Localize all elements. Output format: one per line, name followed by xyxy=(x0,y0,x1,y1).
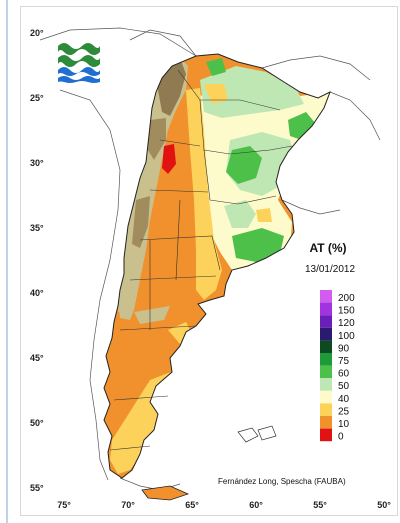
legend-swatch-5 xyxy=(320,353,332,366)
lon-label-3: 60° xyxy=(249,500,263,510)
lat-label-1: 25° xyxy=(30,93,44,103)
legend-swatch-8 xyxy=(320,390,332,404)
page-left-rule xyxy=(6,0,8,523)
tierra-del-fuego xyxy=(141,485,190,501)
legend-value-4: 90 xyxy=(338,343,350,354)
legend-value-1: 150 xyxy=(338,306,355,317)
province-borders xyxy=(109,69,293,451)
map-date: 13/01/2012 xyxy=(305,264,355,275)
lat-label-5: 45° xyxy=(30,353,44,363)
legend-value-0: 200 xyxy=(338,293,355,304)
legend-swatch-4 xyxy=(320,340,332,353)
lat-label-2: 30° xyxy=(30,158,44,168)
legend-value-9: 25 xyxy=(338,406,350,417)
lon-label-2: 65° xyxy=(185,500,199,510)
legend-value-7: 50 xyxy=(338,381,350,392)
lat-label-4: 40° xyxy=(30,288,44,298)
map-credit: Fernández Long, Spescha (FAUBA) xyxy=(218,477,346,486)
legend-value-8: 40 xyxy=(338,394,350,405)
neighbour-borders xyxy=(39,27,381,491)
lat-label-7: 55° xyxy=(30,483,44,493)
longitude-labels: 75° 70° 65° 60° 55° 50° xyxy=(57,500,391,510)
lon-label-5: 50° xyxy=(377,500,391,510)
legend-swatch-3 xyxy=(320,327,332,341)
legend-value-11: 0 xyxy=(338,432,344,443)
legend-swatch-9 xyxy=(320,403,332,416)
legend-swatch-7 xyxy=(320,378,332,391)
lat-label-6: 50° xyxy=(30,418,44,428)
legend-value-6: 60 xyxy=(338,369,350,380)
latitude-labels: 20° 25° 30° 35° 40° 45° 50° 55° xyxy=(30,28,44,493)
lon-label-0: 75° xyxy=(57,500,71,510)
legend-swatch-6 xyxy=(320,365,332,379)
islands xyxy=(237,425,277,443)
legend-value-5: 75 xyxy=(338,356,350,367)
legend-value-3: 100 xyxy=(338,331,355,342)
map-title: AT (%) xyxy=(309,241,346,255)
legend-value-10: 10 xyxy=(338,419,350,430)
lon-label-1: 70° xyxy=(121,500,135,510)
legend-swatch-10 xyxy=(320,416,332,429)
legend-value-2: 120 xyxy=(338,318,355,329)
lon-label-4: 55° xyxy=(313,500,327,510)
legend-swatch-11 xyxy=(320,428,332,442)
argentina-outline xyxy=(103,53,331,479)
legend-swatch-1 xyxy=(320,302,332,316)
legend-swatch-0 xyxy=(320,290,332,303)
wave-logo xyxy=(56,36,102,84)
lat-label-0: 20° xyxy=(30,28,44,38)
legend-swatch-2 xyxy=(320,315,332,328)
lat-label-3: 35° xyxy=(30,223,44,233)
